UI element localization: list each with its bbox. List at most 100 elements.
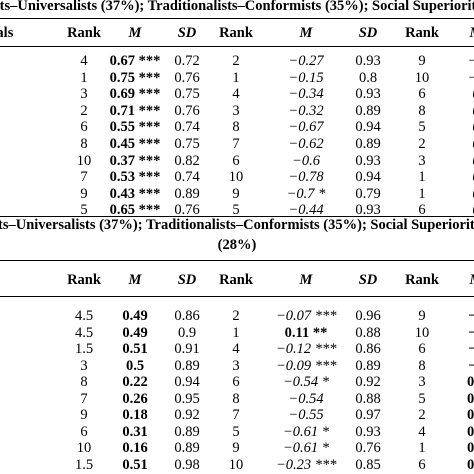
table2-cell-rank3: 1 bbox=[418, 440, 426, 456]
table1-cell-rank3: 1 bbox=[418, 185, 426, 202]
table1-cell-sd1: 0.82 bbox=[174, 152, 200, 169]
table1-cell-rank1: 3 bbox=[80, 86, 88, 103]
table1-cell-rank1: 9 bbox=[80, 185, 88, 202]
table2-cell-m1: 0.26 bbox=[122, 390, 148, 407]
table-row: 4.5 0.49 0.86 2 −0.07 *** 0.96 9 −0 bbox=[0, 308, 474, 327]
table1-cell-rank3: 6 bbox=[418, 86, 426, 103]
table1-title: sts–Universalists (37%); Traditionalists… bbox=[0, 0, 474, 14]
table1-cell-rank1: 8 bbox=[80, 136, 88, 152]
table2-header-m2: M bbox=[299, 272, 313, 288]
table1-cell-m1: 0.53 *** bbox=[109, 169, 161, 186]
table1-cell-sd2: 0.89 bbox=[355, 102, 381, 119]
table1-header-m1: M bbox=[128, 25, 142, 41]
table1-cell-m2: −0.32 bbox=[288, 102, 324, 119]
table1-header-m3: M bbox=[446, 25, 474, 42]
table2-title-line2: (28%) bbox=[217, 237, 257, 253]
table1-header-rank2: Rank bbox=[219, 25, 253, 41]
table2-cell-rank2: 10 bbox=[228, 456, 244, 473]
table2-cell-sd1: 0.95 bbox=[174, 390, 200, 407]
table1-header-m2: M bbox=[299, 25, 313, 41]
table2-cell-rank1: 8 bbox=[80, 374, 88, 390]
table1-cell-m1: 0.43 *** bbox=[109, 185, 161, 202]
table1-cell-rank3: 5 bbox=[418, 119, 426, 136]
table1-cell-rank1: 1 bbox=[80, 69, 88, 86]
table1-cell-m1: 0.45 *** bbox=[109, 136, 161, 152]
table1-cell-m1: 0.55 *** bbox=[109, 119, 161, 136]
table1-cell-rank1: 10 bbox=[76, 152, 92, 169]
table-row: 2 0.71 *** 0.76 3 −0.32 0.89 8 0 bbox=[0, 103, 474, 122]
table2-cell-sd1: 0.86 bbox=[174, 308, 200, 324]
table1-header-sd2: SD bbox=[358, 25, 378, 41]
table2-cell-m2: −0.09 *** bbox=[276, 357, 337, 374]
table2-cell-rank3: 10 bbox=[414, 324, 430, 341]
table-row: 10 0.37 *** 0.82 6 −0.6 0.93 3 0 bbox=[0, 153, 474, 172]
table1-cell-m3: 0 bbox=[446, 119, 474, 136]
table1-cell-rank1: 6 bbox=[80, 119, 88, 136]
table2-cell-m3: −0 bbox=[468, 308, 474, 324]
table2-cell-rank1: 9 bbox=[80, 407, 88, 423]
table2-cell-sd1: 0.98 bbox=[174, 456, 200, 473]
table-row: 8 0.22 0.94 6 −0.54 * 0.92 3 0.3 bbox=[0, 374, 474, 393]
table1-cell-rank3: 10 bbox=[414, 69, 430, 86]
table2-cell-rank2: 4 bbox=[232, 341, 240, 357]
table1-cell-m3: 0 bbox=[446, 103, 474, 120]
table2-cell-rank3: 8 bbox=[418, 357, 426, 374]
table2-cell-m1: 0.51 bbox=[122, 341, 148, 357]
table1-cell-sd2: 0.93 bbox=[355, 86, 381, 103]
table2-cell-m2: −0.54 * bbox=[282, 374, 330, 390]
table1-cell-m2: −0.27 bbox=[288, 53, 324, 69]
table-row: 6 0.55 *** 0.74 8 −0.67 0.94 5 0 bbox=[0, 119, 474, 138]
table2-cell-m2: 0.11 ** bbox=[284, 324, 328, 341]
table2-cell-rank1: 3 bbox=[80, 357, 88, 374]
table1-cell-m2: −0.44 bbox=[288, 202, 324, 219]
table2-cell-m3: 0.3 bbox=[466, 390, 474, 407]
table2-cell-sd1: 0.9 bbox=[177, 324, 197, 341]
table1-header-rank1: Rank bbox=[67, 25, 101, 41]
table1-cell-sd1: 0.75 bbox=[174, 136, 200, 152]
table1-cell-rank1: 4 bbox=[80, 53, 88, 69]
table2-cell-rank3: 5 bbox=[418, 390, 426, 407]
table2-header-sd2: SD bbox=[358, 272, 378, 288]
table2-header-rank1: Rank bbox=[67, 272, 101, 288]
table-row: 9 0.18 0.92 7 −0.55 0.97 2 0.4 bbox=[0, 407, 474, 426]
table-row: 3 0.5 0.89 3 −0.09 *** 0.89 8 −0 bbox=[0, 358, 474, 377]
table2-cell-m1: 0.31 bbox=[122, 423, 148, 440]
table1-cell-rank3: 6 bbox=[418, 202, 426, 219]
table2-cell-m3: 0.3 bbox=[466, 456, 474, 473]
table1-cell-rank2: 8 bbox=[232, 119, 240, 136]
table2-cell-m1: 0.5 bbox=[125, 357, 145, 374]
table1-cell-m3: 0 bbox=[446, 153, 474, 170]
table2-cell-rank1: 7 bbox=[80, 390, 88, 407]
table2-header-rule bbox=[0, 296, 474, 297]
table2-cell-m1: 0.18 bbox=[122, 407, 148, 423]
table-row: 1.5 0.51 0.91 4 −0.12 *** 0.86 6 −0 bbox=[0, 341, 474, 360]
table2-cell-m3: 0.3 bbox=[466, 374, 474, 390]
table2-cell-rank2: 6 bbox=[232, 374, 240, 390]
table1-cell-sd2: 0.93 bbox=[355, 152, 381, 169]
table2-cell-m2: −0.23 *** bbox=[276, 456, 337, 473]
table1-cell-rank3: 3 bbox=[418, 152, 426, 169]
table2-cell-m3: 0.4 bbox=[466, 407, 474, 423]
table1-cell-sd1: 0.74 bbox=[174, 119, 200, 136]
table-row: 4.5 0.49 0.9 1 0.11 ** 0.88 10 −0 bbox=[0, 325, 474, 344]
table2-cell-sd2: 0.97 bbox=[355, 407, 381, 423]
table2-cell-rank3: 6 bbox=[418, 341, 426, 357]
table1-cell-rank2: 3 bbox=[232, 102, 240, 119]
table-row: 7 0.26 0.95 8 −0.54 0.88 5 0.3 bbox=[0, 391, 474, 410]
table2-cell-rank1: 4.5 bbox=[74, 308, 94, 324]
table2-header-sd1: SD bbox=[177, 272, 197, 288]
table1-cell-m1: 0.75 *** bbox=[109, 69, 161, 86]
table-row: 4 0.67 *** 0.72 2 −0.27 0.93 9 −0 bbox=[0, 53, 474, 72]
table1-cell-m2: −0.6 bbox=[292, 152, 320, 169]
table1-bottom-rule bbox=[0, 216, 474, 217]
table2-cell-sd1: 0.94 bbox=[174, 374, 200, 390]
table2-cell-m2: −0.61 * bbox=[282, 423, 330, 440]
table2-cell-m3: 0.5 bbox=[466, 440, 474, 456]
table2-header-rank2: Rank bbox=[219, 272, 253, 288]
table2-cell-sd2: 0.88 bbox=[355, 390, 381, 407]
table2-cell-sd2: 0.85 bbox=[355, 456, 381, 473]
table1-cell-m3: 0 bbox=[446, 169, 474, 186]
table1-cell-sd1: 0.72 bbox=[174, 53, 200, 69]
table1-header-col0: eals bbox=[0, 25, 14, 41]
